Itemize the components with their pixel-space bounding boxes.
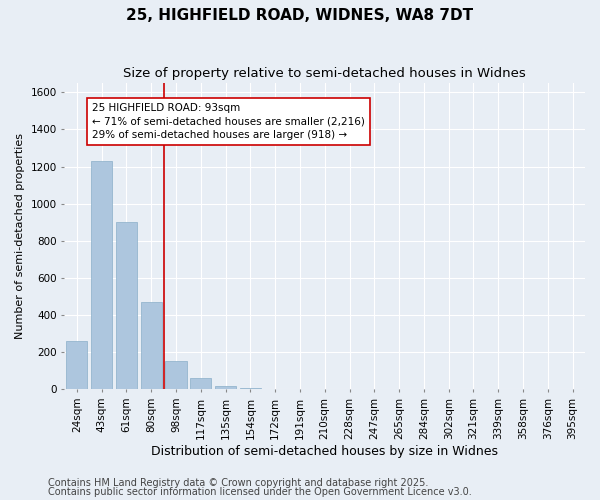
Text: Contains HM Land Registry data © Crown copyright and database right 2025.: Contains HM Land Registry data © Crown c… — [48, 478, 428, 488]
Bar — [116, 222, 137, 389]
Bar — [67, 341, 88, 389]
Text: 25 HIGHFIELD ROAD: 93sqm
← 71% of semi-detached houses are smaller (2,216)
29% o: 25 HIGHFIELD ROAD: 93sqm ← 71% of semi-d… — [92, 104, 365, 140]
Title: Size of property relative to semi-detached houses in Widnes: Size of property relative to semi-detach… — [124, 68, 526, 80]
Bar — [215, 386, 236, 389]
Bar — [190, 378, 211, 389]
Text: Contains public sector information licensed under the Open Government Licence v3: Contains public sector information licen… — [48, 487, 472, 497]
Bar — [240, 388, 261, 389]
Bar — [140, 302, 162, 389]
X-axis label: Distribution of semi-detached houses by size in Widnes: Distribution of semi-detached houses by … — [151, 444, 498, 458]
Text: 25, HIGHFIELD ROAD, WIDNES, WA8 7DT: 25, HIGHFIELD ROAD, WIDNES, WA8 7DT — [127, 8, 473, 22]
Bar — [91, 161, 112, 389]
Bar — [166, 362, 187, 389]
Y-axis label: Number of semi-detached properties: Number of semi-detached properties — [15, 133, 25, 339]
